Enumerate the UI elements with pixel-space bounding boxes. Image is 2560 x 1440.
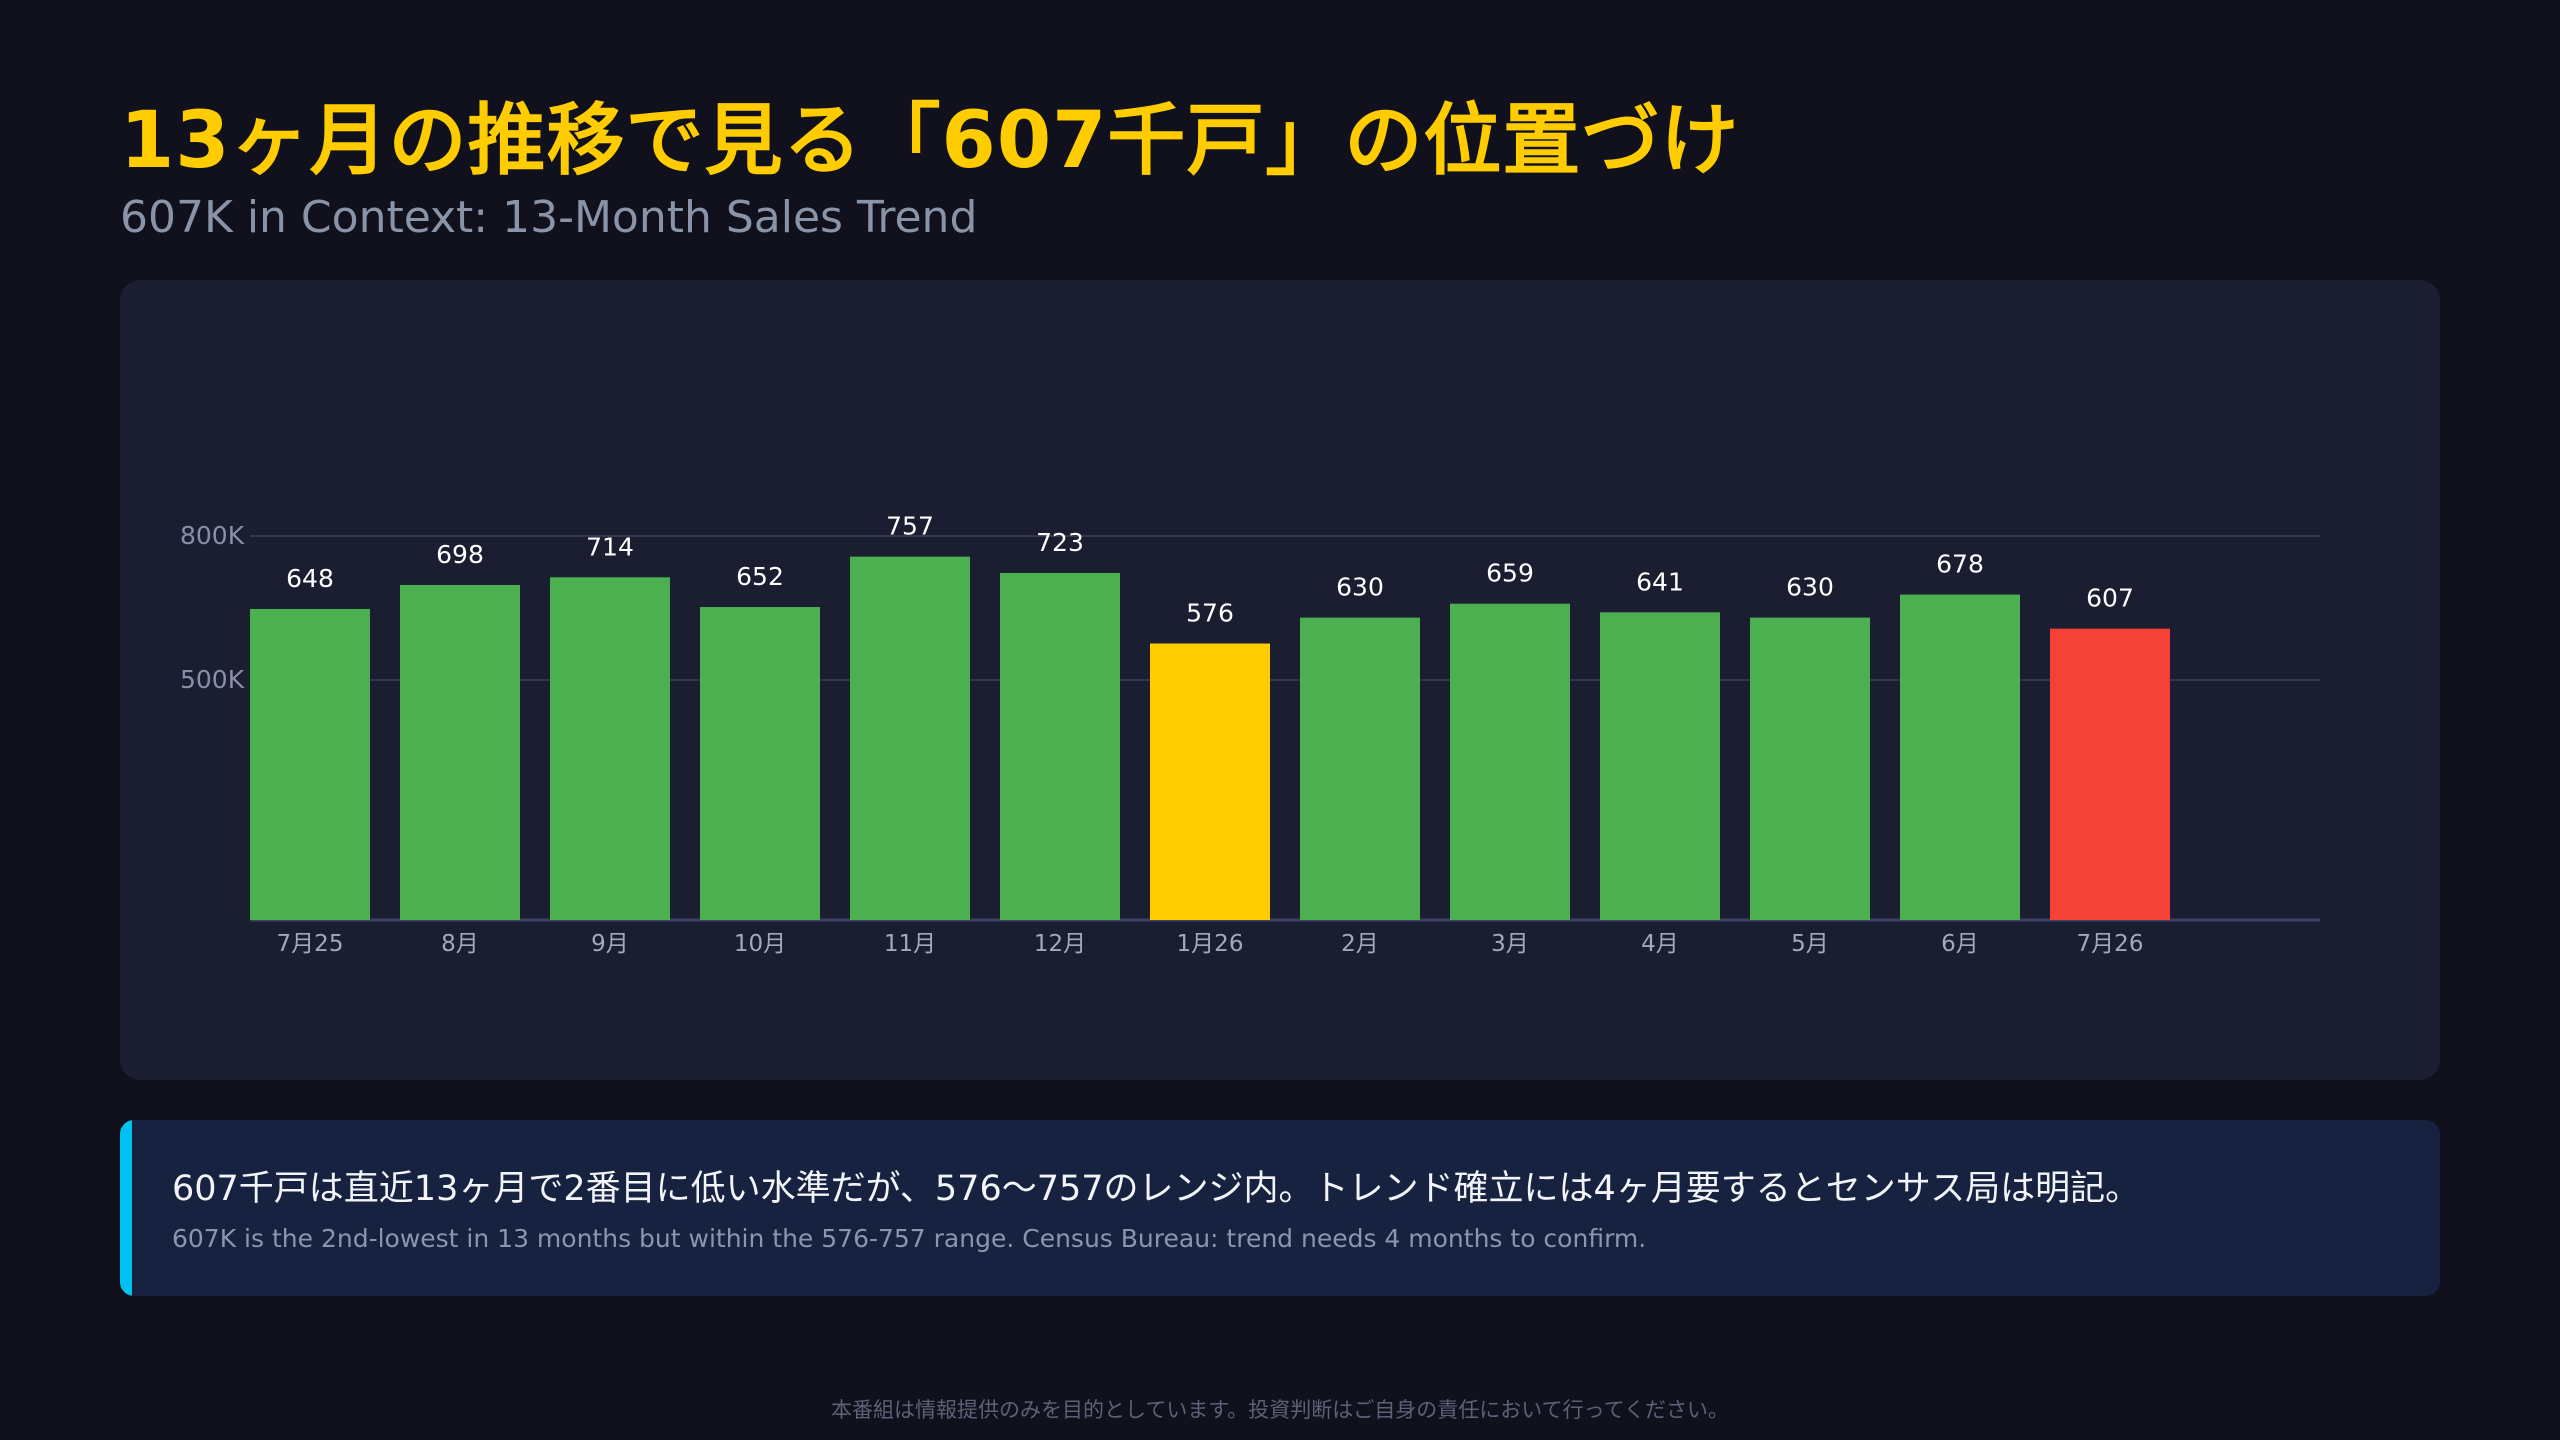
data-label: 714 [586, 532, 634, 561]
x-tick-label: 3月 [1491, 931, 1529, 957]
data-label: 659 [1486, 559, 1534, 588]
data-label: 630 [1786, 573, 1834, 602]
bar-12月 [1000, 572, 1120, 920]
x-tick-label: 12月 [1034, 931, 1086, 957]
data-label: 607 [2086, 584, 2134, 613]
x-tick-label: 7月26 [2077, 931, 2144, 957]
bar-5月 [1750, 617, 1870, 920]
note-text-en: 607K is the 2nd-lowest in 13 months but … [172, 1224, 1647, 1253]
bar-7月26 [2050, 628, 2170, 920]
bar-7月25 [250, 608, 370, 920]
x-tick-label: 10月 [734, 931, 786, 957]
data-label: 678 [1936, 550, 1984, 579]
x-tick-label: 2月 [1341, 931, 1379, 957]
x-tick-label: 9月 [591, 931, 629, 957]
x-tick-label: 4月 [1641, 931, 1679, 957]
bar-11月 [850, 556, 970, 920]
bar-9月 [550, 577, 670, 920]
bar-10月 [700, 607, 820, 920]
bar-2月 [1300, 617, 1420, 920]
data-label: 576 [1186, 599, 1234, 628]
data-label: 648 [286, 564, 334, 593]
data-label: 630 [1336, 573, 1384, 602]
data-label: 652 [736, 562, 784, 591]
chart-card: 500K 800K 648 7月25 698 8月 714 9月 652 10月 757 11月 723… [120, 280, 2440, 1080]
x-tick-label: 11月 [884, 931, 936, 957]
page-subtitle: 607K in Context: 13-Month Sales Trend [120, 192, 978, 243]
y-tick-label: 500K [180, 665, 245, 694]
bar-3月 [1450, 603, 1570, 920]
note-accent-bar [120, 1120, 132, 1296]
bar-chart: 500K 800K 648 7月25 698 8月 714 9月 652 10月 757 11月 723… [180, 512, 2320, 957]
x-tick-label: 7月25 [277, 931, 344, 957]
note-card: 607千戸は直近13ヶ月で2番目に低い水準だが、576〜757のレンジ内。トレン… [120, 1120, 2440, 1296]
bar-4月 [1600, 612, 1720, 920]
data-label: 641 [1636, 567, 1684, 596]
x-tick-label: 6月 [1941, 931, 1979, 957]
page-title: 13ヶ月の推移で見る「607千戸」の位置づけ [120, 96, 1740, 186]
bar-1月26 [1150, 643, 1270, 920]
x-tick-label: 5月 [1791, 931, 1829, 957]
data-label: 698 [436, 540, 484, 569]
note-text-ja: 607千戸は直近13ヶ月で2番目に低い水準だが、576〜757のレンジ内。トレン… [172, 1169, 2141, 1209]
y-tick-label: 800K [180, 521, 245, 550]
x-tick-label: 8月 [441, 931, 479, 957]
data-label: 757 [886, 512, 934, 541]
data-label: 723 [1036, 528, 1084, 557]
x-tick-label: 1月26 [1177, 931, 1244, 957]
bar-8月 [400, 584, 520, 920]
bar-6月 [1900, 594, 2020, 920]
disclaimer: 本番組は情報提供のみを目的としています。投資判断はご自身の責任において行ってくだ… [831, 1398, 1729, 1422]
